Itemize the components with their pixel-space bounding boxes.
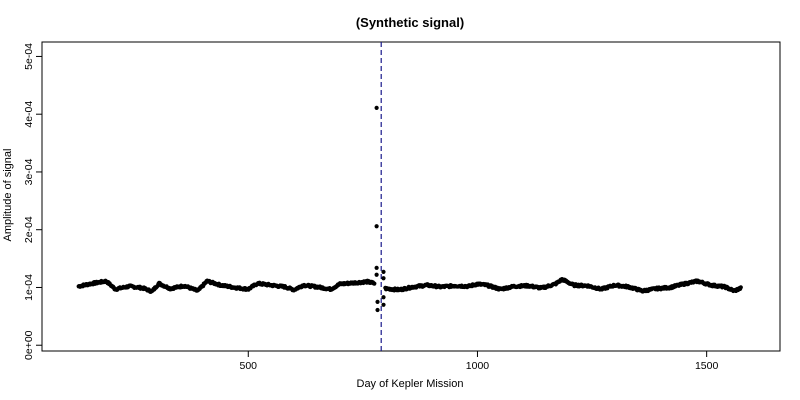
outlier-point: [375, 307, 380, 313]
x-axis: 500 1000 1500: [240, 351, 719, 372]
outlier-point: [381, 302, 386, 307]
y-tick-label: 1e-04: [23, 274, 35, 301]
outlier-point: [375, 299, 380, 305]
x-tick-label: 1000: [466, 360, 490, 372]
y-axis: 0e+00 1e-04 2e-04 3e-04 4e-04 5e-04: [23, 43, 42, 360]
outlier-point: [374, 224, 379, 229]
y-tick-label: 3e-04: [23, 158, 35, 185]
outlier-point: [381, 295, 386, 300]
outlier-point: [381, 269, 386, 274]
x-axis-label: Day of Kepler Mission: [357, 378, 464, 390]
plot-frame: [41, 41, 781, 352]
outlier-point: [374, 105, 379, 110]
y-tick-label: 2e-04: [23, 216, 35, 243]
y-tick-label: 0e+00: [23, 330, 35, 360]
outlier-point: [374, 272, 379, 277]
y-tick-label: 5e-04: [23, 43, 35, 70]
data-points: [76, 105, 743, 313]
x-tick-label: 500: [240, 360, 258, 372]
data-point: [372, 281, 377, 286]
outlier-point: [381, 276, 386, 281]
chart-title: (Synthetic signal): [356, 15, 464, 30]
y-tick-label: 4e-04: [23, 101, 35, 128]
x-tick-label: 1500: [695, 360, 719, 372]
outlier-point: [374, 265, 379, 270]
data-point: [738, 285, 743, 290]
y-axis-label: Amplitude of signal: [2, 149, 14, 242]
